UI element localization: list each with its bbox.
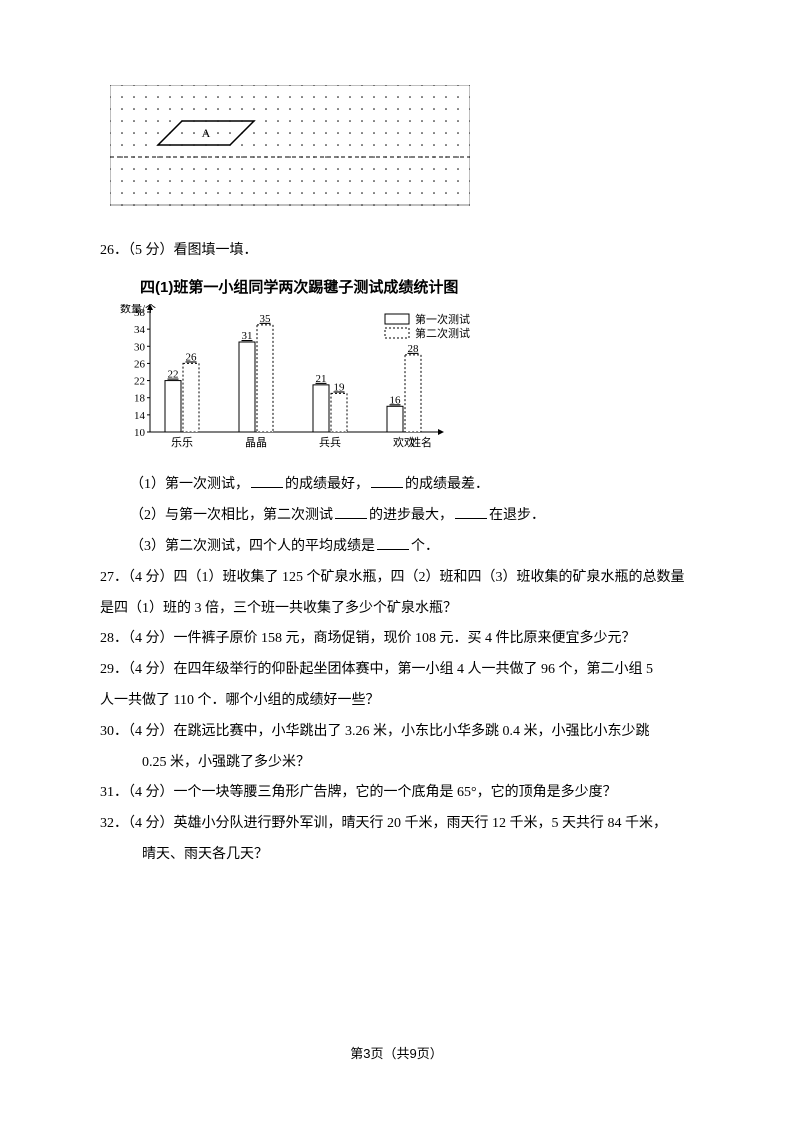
q26-s3b: 个．: [411, 539, 439, 554]
svg-text:38: 38: [134, 307, 146, 319]
svg-text:31: 31: [242, 330, 253, 342]
question-32-line2: 晴天、雨天各几天？: [100, 840, 693, 871]
svg-text:16: 16: [390, 394, 402, 406]
svg-text:35: 35: [260, 312, 272, 324]
blank-average[interactable]: [377, 535, 409, 550]
q27-text: 四（1）班收集了 125 个矿泉水瓶，四（2）班和四（3）班收集的矿泉水瓶的总数…: [100, 570, 685, 616]
chart-title: 四(1)班第一小组同学两次踢毽子测试成绩统计图: [140, 271, 693, 304]
svg-text:22: 22: [134, 375, 145, 387]
svg-text:19: 19: [334, 381, 346, 393]
footer-a: 第: [350, 1046, 363, 1061]
svg-text:26: 26: [186, 351, 198, 363]
question-30-line2: 0.25 米，小强跳了多少米？: [100, 748, 693, 779]
q32-text2: 晴天、雨天各几天？: [142, 847, 268, 862]
q29-text1: 在四年级举行的仰卧起坐团体赛中，第一小组 4 人一共做了 96 个，第二小组 5: [174, 662, 654, 677]
q26-s1a: （1）第一次测试，: [130, 477, 249, 492]
question-27: 27．（4 分）四（1）班收集了 125 个矿泉水瓶，四（2）班和四（3）班收集…: [100, 563, 693, 625]
svg-text:22: 22: [168, 368, 179, 380]
svg-text:21: 21: [316, 372, 327, 384]
blank-progress[interactable]: [335, 504, 367, 519]
blank-regress[interactable]: [455, 504, 487, 519]
q29-text2: 人一共做了 110 个．哪个小组的成绩好一些？: [100, 693, 379, 708]
question-30: 30．（4 分）在跳远比赛中，小华跳出了 3.26 米，小东比小华多跳 0.4 …: [100, 717, 693, 748]
q26-s3a: （3）第二次测试，四个人的平均成绩是: [130, 539, 375, 554]
q26-s1c: 的成绩最差．: [405, 477, 489, 492]
q26-sub1: （1）第一次测试， 的成绩最好， 的成绩最差．: [100, 470, 693, 501]
q26-sub3: （3）第二次测试，四个人的平均成绩是 个．: [100, 532, 693, 563]
svg-text:A: A: [202, 126, 211, 140]
q31-text: 一个一块等腰三角形广告牌，它的一个底角是 65°，它的顶角是多少度？: [174, 785, 617, 800]
svg-text:10: 10: [134, 427, 146, 439]
question-31: 31．（4 分）一个一块等腰三角形广告牌，它的一个底角是 65°，它的顶角是多少…: [100, 778, 693, 809]
q26-s2c: 在退步．: [489, 508, 545, 523]
q31-number: 31．（4 分）: [100, 785, 174, 800]
q28-text: 一件裤子原价 158 元，商场促销，现价 108 元．买 4 件比原来便宜多少元…: [174, 631, 636, 646]
q30-text1: 在跳远比赛中，小华跳出了 3.26 米，小东比小华多跳 0.4 米，小强比小东少…: [174, 724, 650, 739]
page-footer: 第3页（共9页）: [0, 1043, 793, 1062]
svg-text:兵兵: 兵兵: [319, 436, 341, 449]
blank-worst[interactable]: [371, 473, 403, 488]
footer-d: 9: [410, 1046, 417, 1061]
grid-parallelogram-figure: A: [110, 85, 693, 228]
q30-text2: 0.25 米，小强跳了多少米？: [142, 755, 310, 770]
question-29: 29．（4 分）在四年级举行的仰卧起坐团体赛中，第一小组 4 人一共做了 96 …: [100, 655, 693, 686]
svg-text:乐乐: 乐乐: [171, 436, 193, 449]
svg-text:第一次测试: 第一次测试: [415, 312, 470, 326]
svg-text:34: 34: [134, 324, 146, 336]
svg-text:晶晶: 晶晶: [245, 436, 267, 449]
svg-text:第二次测试: 第二次测试: [415, 326, 470, 340]
svg-text:26: 26: [134, 358, 146, 370]
q26-sub2: （2）与第一次相比，第二次测试 的进步最大， 在退步．: [100, 501, 693, 532]
svg-text:14: 14: [134, 409, 146, 421]
svg-text:18: 18: [134, 392, 146, 404]
q28-number: 28．（4 分）: [100, 631, 174, 646]
q27-number: 27．（4 分）: [100, 570, 174, 585]
footer-c: 页（共: [370, 1046, 409, 1061]
q29-number: 29．（4 分）: [100, 662, 174, 677]
q30-number: 30．（4 分）: [100, 724, 174, 739]
bar-chart: 数量/个10141822263034382226乐乐3135晶晶2119兵兵16…: [110, 304, 693, 467]
q26-number: 26．（5 分）: [100, 243, 174, 258]
q32-number: 32．（4 分）: [100, 816, 174, 831]
question-32: 32．（4 分）英雄小分队进行野外军训，晴天行 20 千米，雨天行 12 千米，…: [100, 809, 693, 840]
q26-s2b: 的进步最大，: [369, 508, 453, 523]
svg-text:30: 30: [134, 341, 146, 353]
svg-text:28: 28: [408, 342, 420, 354]
question-26: 26．（5 分）看图填一填．: [100, 236, 693, 267]
question-29-line2: 人一共做了 110 个．哪个小组的成绩好一些？: [100, 686, 693, 717]
blank-best[interactable]: [251, 473, 283, 488]
footer-e: 页）: [417, 1046, 443, 1061]
question-28: 28．（4 分）一件裤子原价 158 元，商场促销，现价 108 元．买 4 件…: [100, 624, 693, 655]
q32-text1: 英雄小分队进行野外军训，晴天行 20 千米，雨天行 12 千米，5 天共行 84…: [174, 816, 668, 831]
svg-text:姓名: 姓名: [410, 435, 432, 449]
q26-s2a: （2）与第一次相比，第二次测试: [130, 508, 333, 523]
q26-text: 看图填一填．: [174, 243, 258, 258]
q26-s1b: 的成绩最好，: [285, 477, 369, 492]
